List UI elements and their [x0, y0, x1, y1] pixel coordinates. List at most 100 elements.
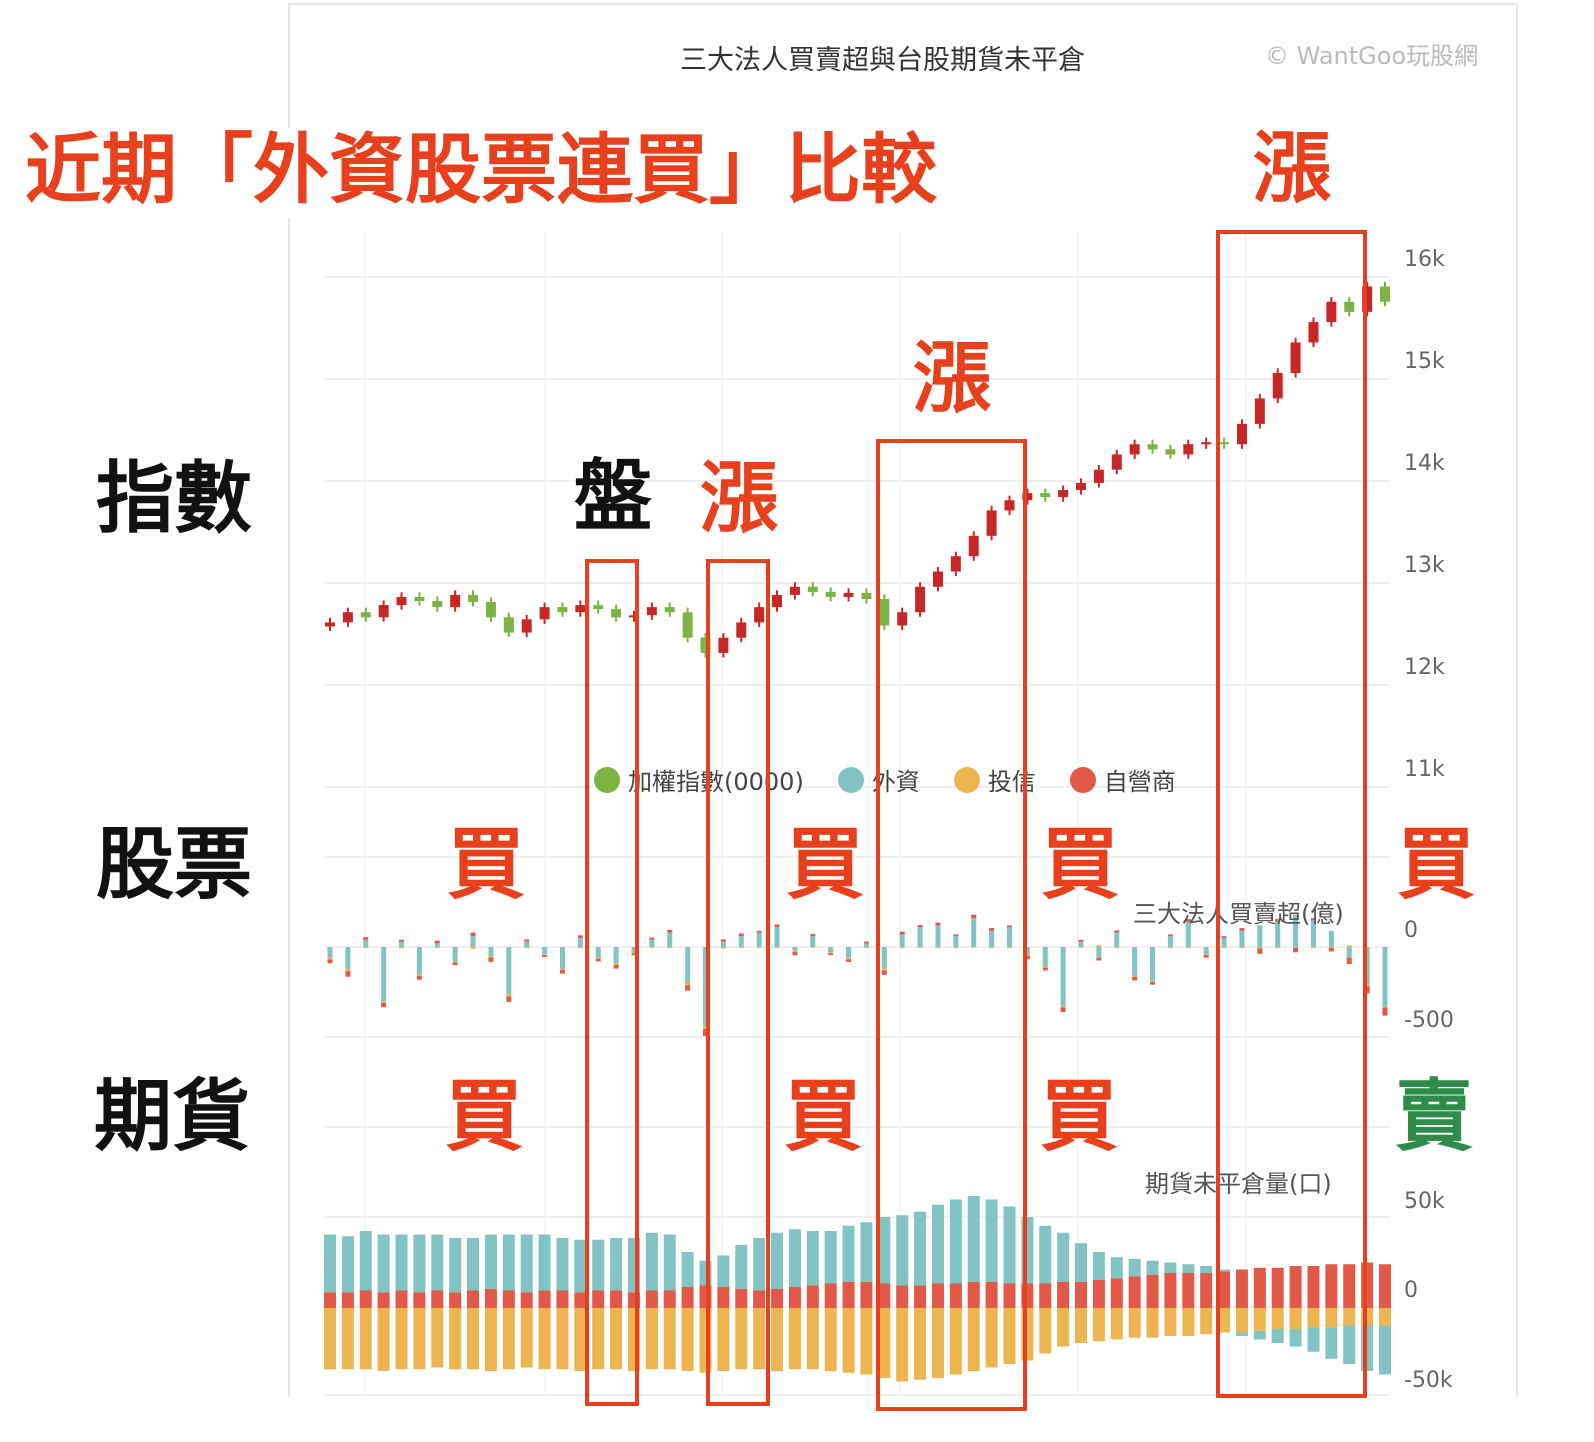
futures-oi-bar: [645, 1290, 658, 1308]
stock-flow-bar: [577, 947, 583, 949]
legend-item-trust[interactable]: 投信: [953, 762, 1036, 797]
futures-oi-bar: [538, 1308, 551, 1370]
stock-flow-bar: [1078, 939, 1084, 942]
stock-flow-bar: [1221, 947, 1227, 948]
candle-body: [772, 594, 783, 608]
candle-body: [682, 612, 693, 638]
stock-flow-bar: [1078, 941, 1084, 947]
futures-oi-bar: [1092, 1252, 1105, 1280]
candle-body: [1040, 493, 1051, 498]
futures-oi-bar: [788, 1287, 801, 1308]
stock-flow-bar: [1185, 919, 1191, 922]
futures-oi-bar: [1379, 1308, 1391, 1326]
futures-oi-bar: [1075, 1243, 1088, 1282]
legend-item-index[interactable]: 加權指數(0000): [594, 762, 804, 797]
headline-annotation: 近期「外資股票連買」比較: [25, 128, 945, 218]
futures-oi-bar: [735, 1288, 748, 1308]
highlight-box: [585, 559, 639, 1406]
stock-flow-bar: [899, 931, 905, 935]
stock-flow-bar: [399, 941, 405, 947]
futures-oi-bar: [717, 1255, 730, 1287]
futures-oi-bar: [610, 1308, 623, 1370]
stock-flow-bar: [1382, 947, 1388, 1007]
stock-flow-bar: [756, 932, 762, 947]
candle-body: [450, 594, 461, 608]
stock-flow-bar: [399, 939, 405, 942]
stock-flow-bar: [524, 947, 530, 949]
stock-flow-bar: [506, 996, 512, 1002]
futures-oi-bar: [395, 1234, 408, 1291]
futures-oi-bar: [1092, 1280, 1105, 1308]
stock-flow-bar: [971, 914, 977, 919]
stock-flow-bar: [1221, 938, 1227, 947]
futures-oi-bar: [556, 1308, 569, 1370]
candle-body: [915, 586, 926, 613]
futures-oi-bar: [1146, 1260, 1159, 1275]
candle-body: [414, 596, 425, 602]
highlight-box: [1216, 230, 1367, 1398]
futures-oi-bar: [1289, 1329, 1302, 1347]
futures-oi-bar: [1146, 1274, 1159, 1308]
legend-dot-icon: [1069, 766, 1096, 793]
y-tick: 11k: [1404, 757, 1445, 782]
futures-oi-bar: [1128, 1259, 1141, 1277]
futures-oi-bar: [341, 1308, 354, 1370]
stock-flow-bar: [1132, 976, 1138, 981]
stock-flow-bar: [899, 947, 905, 948]
futures-oi-bar: [431, 1234, 444, 1291]
stock-flow-bar: [935, 925, 941, 947]
futures-oi-bar: [1325, 1327, 1338, 1359]
futures-oi-bar: [431, 1290, 444, 1308]
futures-oi-bar: [467, 1308, 480, 1370]
y-tick: 16k: [1404, 247, 1445, 272]
futures-oi-bar: [574, 1308, 587, 1371]
candle-body: [1058, 490, 1069, 498]
futures-oi-bar: [574, 1239, 587, 1293]
futures-oi-bar: [985, 1281, 998, 1308]
futures-oi-bar: [324, 1308, 336, 1370]
legend-item-dealer[interactable]: 自營商: [1069, 762, 1176, 797]
futures-oi-bar: [806, 1231, 819, 1286]
futures-oi-bar: [1003, 1206, 1016, 1284]
candle-body: [1129, 444, 1140, 455]
stock-flow-bar: [1257, 925, 1263, 947]
stock-flow-bar: [881, 968, 887, 971]
futures-oi-bar: [1057, 1232, 1070, 1282]
futures-oi-bar: [324, 1234, 336, 1293]
stock-flow-bar: [935, 947, 941, 948]
stock-flow-bar: [1293, 947, 1299, 948]
futures-oi-bar: [1075, 1308, 1088, 1343]
stock-flow-bar: [381, 1001, 387, 1003]
y-tick: 14k: [1404, 451, 1445, 476]
futures-oi-bar: [1164, 1262, 1177, 1273]
futures-oi-bar: [484, 1288, 497, 1308]
y-tick: 12k: [1404, 655, 1445, 680]
candle-body: [1272, 372, 1283, 399]
stock-flow-bar: [595, 947, 601, 958]
stock-flow-bar: [559, 968, 565, 971]
stock-flow-bar: [1346, 957, 1352, 965]
candle-body: [342, 612, 353, 623]
stock-flow-bar: [971, 947, 977, 948]
futures-oi-bar: [1003, 1308, 1016, 1364]
futures-oi-bar: [520, 1234, 533, 1293]
candle-body: [843, 592, 854, 597]
highlight-box: [876, 439, 1027, 1411]
stock-flow-bar: [1275, 919, 1281, 922]
stock-flow-bar: [452, 947, 458, 962]
stock-flow-bar: [1114, 932, 1120, 947]
futures-oi-bar: [1307, 1327, 1320, 1352]
stock-flow-bar: [1150, 981, 1156, 982]
stock-flow-bar: [828, 953, 834, 956]
futures-oi-bar: [1128, 1276, 1141, 1308]
futures-oi-bar: [1379, 1325, 1391, 1375]
futures-oi-bar: [681, 1287, 694, 1308]
y-tick: 15k: [1404, 349, 1445, 374]
futures-oi-bar: [645, 1232, 658, 1291]
candle-body: [825, 591, 836, 597]
stock-flow-bar: [1293, 914, 1299, 947]
futures-oi-bar: [788, 1308, 801, 1370]
futures-oi-bar: [592, 1239, 605, 1291]
stock-flow-bar: [631, 952, 637, 954]
stock-flow-bar: [703, 1028, 709, 1037]
